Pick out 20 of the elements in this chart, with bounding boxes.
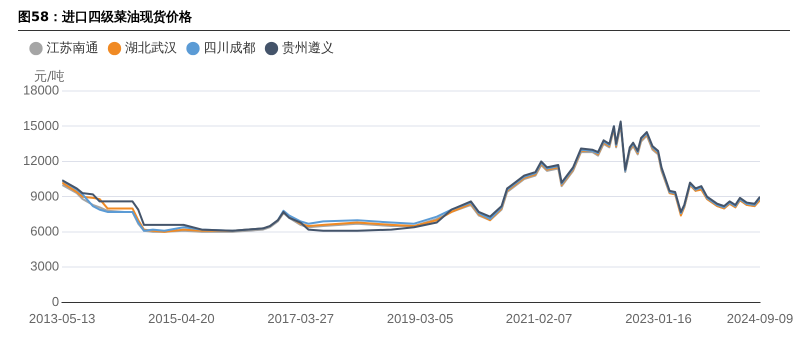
y-tick-label: 18000 bbox=[22, 82, 60, 98]
y-tick-label: 6000 bbox=[30, 224, 60, 239]
chart-title: 图58：进口四级菜油现货价格 bbox=[18, 8, 790, 31]
y-axis-title: 元/吨 bbox=[34, 69, 65, 84]
y-tick-label: 3000 bbox=[30, 258, 60, 274]
x-tick-label: 2017-03-27 bbox=[267, 310, 334, 326]
y-tick-label: 9000 bbox=[30, 188, 60, 204]
legend-label: 湖北武汉 bbox=[125, 40, 177, 56]
legend-label: 四川成都 bbox=[204, 40, 256, 56]
legend-label: 贵州遵义 bbox=[282, 40, 334, 56]
x-tick-label: 2015-04-20 bbox=[148, 310, 215, 326]
x-tick-label: 2023-01-16 bbox=[625, 310, 692, 326]
x-tick-label: 2024-09-09 bbox=[726, 310, 794, 326]
y-tick-label: 15000 bbox=[22, 118, 60, 133]
y-tick-label: 12000 bbox=[22, 153, 60, 168]
y-tick-label: 0 bbox=[52, 294, 60, 309]
x-tick-label: 2013-05-13 bbox=[28, 310, 96, 326]
x-tick-label: 2019-03-05 bbox=[386, 310, 454, 326]
legend-label: 江苏南通 bbox=[46, 40, 98, 56]
x-tick-label: 2021-02-07 bbox=[506, 310, 572, 326]
